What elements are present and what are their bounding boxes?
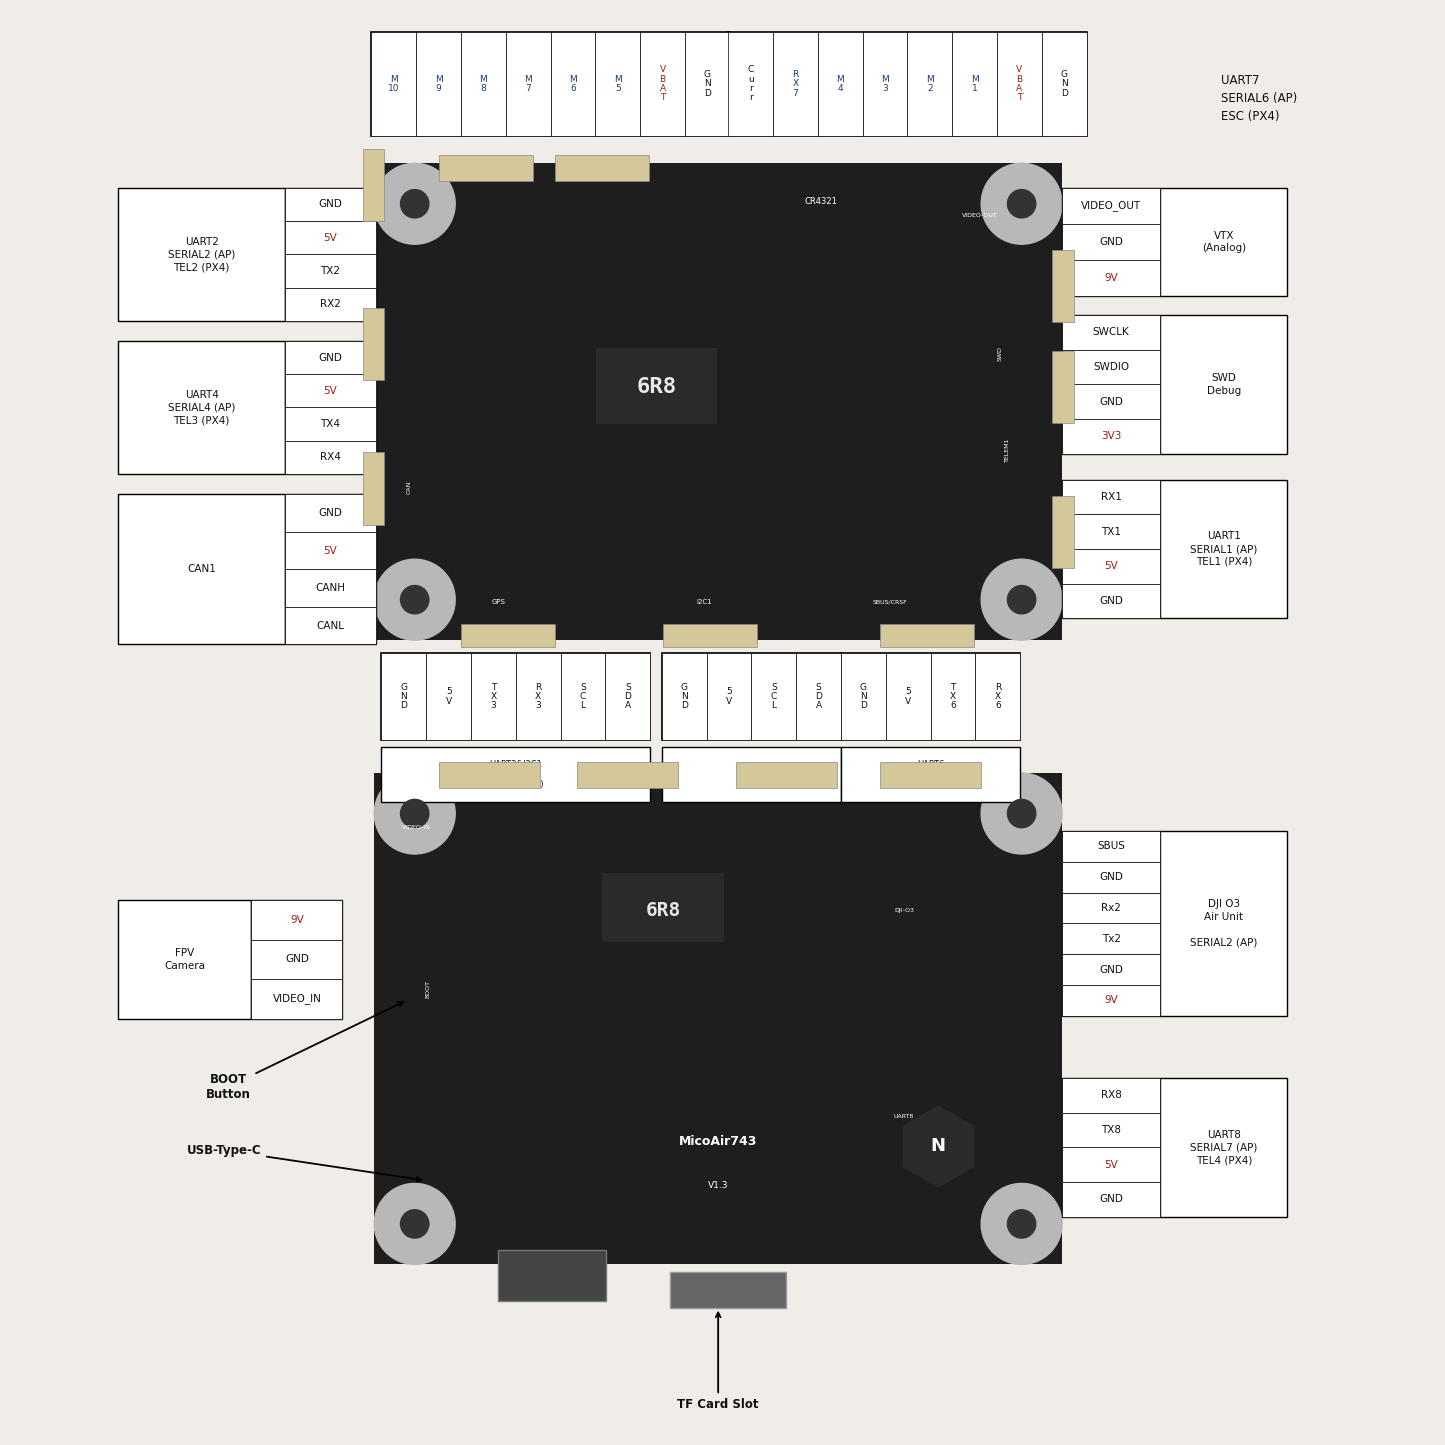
Bar	[374, 163, 1062, 640]
Text: 5
V: 5 V	[905, 688, 912, 705]
Circle shape	[1007, 1209, 1036, 1238]
Text: TF Card Slot: TF Card Slot	[678, 1312, 759, 1410]
Text: C
u
r
r: C u r r	[747, 65, 754, 103]
Text: GPS: GPS	[491, 600, 504, 605]
Bar	[439, 155, 533, 181]
Text: GND: GND	[318, 509, 342, 517]
Bar	[751, 653, 796, 740]
Bar	[603, 873, 724, 942]
Text: M
10: M 10	[389, 75, 399, 92]
Text: UART4
SERIAL4 (AP)
TEL3 (PX4): UART4 SERIAL4 (AP) TEL3 (PX4)	[168, 390, 236, 425]
Circle shape	[400, 189, 429, 218]
Text: 9V: 9V	[290, 915, 303, 925]
Text: 3V3: 3V3	[1101, 432, 1121, 441]
Bar	[118, 900, 251, 1019]
Bar	[363, 452, 384, 525]
Text: Tx2: Tx2	[1101, 933, 1121, 944]
Bar	[499, 1250, 607, 1300]
Bar	[1160, 831, 1287, 1016]
Bar	[461, 32, 506, 136]
Text: 5V: 5V	[324, 386, 337, 396]
Text: UART1
SERIAL1 (AP)
TEL1 (PX4): UART1 SERIAL1 (AP) TEL1 (PX4)	[1191, 532, 1257, 566]
Bar	[662, 747, 841, 802]
Text: M
4: M 4	[837, 75, 844, 92]
Circle shape	[981, 559, 1062, 640]
Bar	[773, 32, 818, 136]
Text: SWD: SWD	[997, 347, 1003, 361]
Text: GND: GND	[1100, 597, 1123, 605]
Circle shape	[981, 1183, 1062, 1264]
Circle shape	[374, 559, 455, 640]
Text: M
9: M 9	[435, 75, 442, 92]
Bar	[1062, 1078, 1160, 1113]
Bar	[595, 348, 717, 423]
Text: N: N	[931, 1137, 946, 1156]
Text: TX8: TX8	[1101, 1126, 1121, 1134]
Bar	[285, 188, 376, 221]
Circle shape	[400, 799, 429, 828]
Circle shape	[374, 163, 455, 244]
Bar	[118, 188, 285, 321]
Bar	[1062, 954, 1160, 985]
Text: RX8: RX8	[1101, 1091, 1121, 1100]
Text: 5
V: 5 V	[445, 688, 452, 705]
Bar	[285, 188, 376, 321]
Text: UART3&I2C1
GPS1 (PX4)
SERIAL3 (AP): UART3&I2C1 GPS1 (PX4) SERIAL3 (AP)	[488, 760, 543, 789]
Text: M
8: M 8	[480, 75, 487, 92]
Text: VIDEO-OUT: VIDEO-OUT	[962, 214, 997, 218]
Text: G
N
D: G N D	[400, 682, 407, 711]
Bar	[1062, 224, 1160, 260]
Text: SBUS/CRSF: SBUS/CRSF	[873, 600, 907, 604]
Bar	[118, 341, 285, 474]
Circle shape	[374, 773, 455, 854]
Bar	[1160, 480, 1287, 618]
Bar	[595, 32, 640, 136]
Text: UART7
SERIAL6 (AP)
ESC (PX4): UART7 SERIAL6 (AP) ESC (PX4)	[1221, 74, 1298, 123]
Bar	[1062, 831, 1160, 861]
Bar	[285, 341, 376, 474]
Bar	[285, 532, 376, 569]
Bar	[285, 494, 376, 644]
Bar	[1062, 350, 1160, 384]
Bar	[1062, 384, 1160, 419]
Text: I2C1: I2C1	[696, 600, 712, 605]
Bar	[285, 607, 376, 644]
Text: 5
V: 5 V	[725, 688, 733, 705]
Text: 5V: 5V	[1104, 562, 1118, 571]
Bar	[886, 653, 931, 740]
Bar	[439, 762, 540, 788]
Bar	[1062, 480, 1160, 618]
Text: GND: GND	[1100, 237, 1123, 247]
Bar	[1062, 893, 1160, 923]
Bar	[1062, 549, 1160, 584]
Text: CANL: CANL	[316, 621, 344, 630]
Text: 9V: 9V	[1104, 273, 1118, 283]
Text: SWD
Debug: SWD Debug	[1207, 373, 1241, 396]
Bar	[1062, 1113, 1160, 1147]
Text: M
7: M 7	[525, 75, 532, 92]
Text: S
C
L: S C L	[579, 682, 587, 711]
Text: CR4321: CR4321	[805, 197, 838, 207]
Bar	[707, 653, 751, 740]
Bar	[818, 32, 863, 136]
Text: VIDEO_OUT: VIDEO_OUT	[1081, 201, 1142, 211]
Text: S
D
A: S D A	[624, 682, 631, 711]
Text: RX1: RX1	[1101, 493, 1121, 501]
Bar	[555, 155, 649, 181]
Bar	[931, 653, 975, 740]
Bar	[285, 494, 376, 532]
Text: TX1: TX1	[1101, 527, 1121, 536]
Text: S
C
L: S C L	[770, 682, 777, 711]
Bar	[371, 32, 730, 136]
Bar	[841, 653, 886, 740]
Circle shape	[400, 1209, 429, 1238]
Bar	[736, 762, 837, 788]
Text: UART8
SERIAL7 (AP)
TEL4 (PX4): UART8 SERIAL7 (AP) TEL4 (PX4)	[1191, 1130, 1257, 1165]
Circle shape	[981, 773, 1062, 854]
Text: UART6
RC (PX4)
SERIAL5 (AP): UART6 RC (PX4) SERIAL5 (AP)	[903, 760, 958, 789]
Bar	[561, 653, 605, 740]
Bar	[1160, 1078, 1287, 1217]
Circle shape	[374, 1183, 455, 1264]
Bar	[471, 653, 516, 740]
Bar	[426, 653, 471, 740]
